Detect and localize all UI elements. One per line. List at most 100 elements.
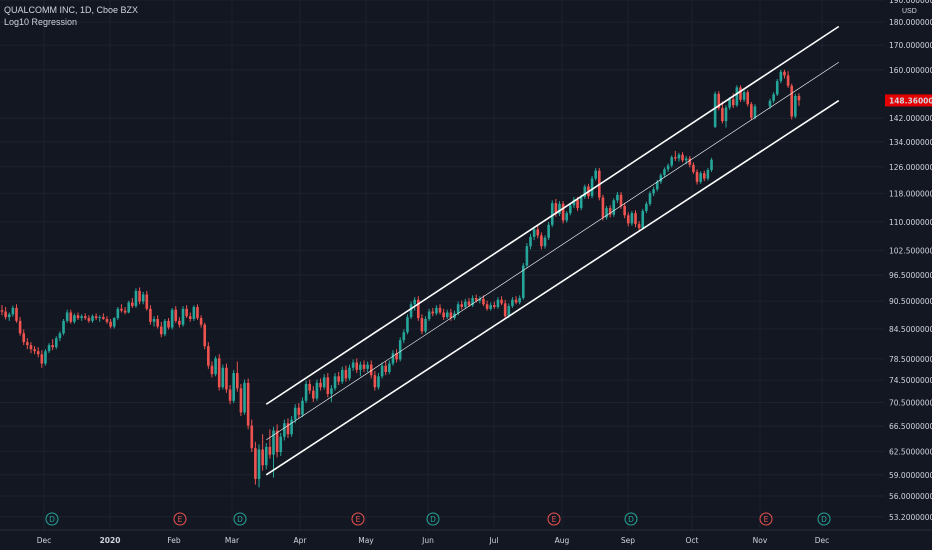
candle-body [558,203,561,214]
candle [152,316,156,327]
candle [489,302,492,311]
candle [590,175,594,199]
candle [308,379,311,394]
candle [297,403,301,419]
candle [359,361,362,377]
candle-body [797,95,801,101]
candle-body [655,181,659,190]
candle [532,226,536,241]
candle-body [207,346,210,366]
candle [337,372,340,386]
candle-body [474,297,478,301]
candle-body [76,315,80,319]
candle [170,307,174,330]
event-circle [817,512,831,526]
candle [239,383,243,416]
candle-body [112,318,116,327]
candle [724,105,728,128]
candle-body [163,320,167,335]
candle-body [561,203,565,221]
candle [105,316,109,324]
symbol-title[interactable]: QUALCOMM INC, 1D, Cboe BZX [4,5,139,15]
candle [55,336,58,350]
indicator-name[interactable]: Log10 Regression [4,17,78,27]
candle-body [735,87,739,106]
candle-body [645,203,648,211]
candle-body [145,294,149,309]
candle-body [210,365,214,375]
candle-body [152,318,156,322]
candle [612,198,616,217]
candle [424,316,427,334]
price-tick-label: 78.50000000 [889,355,932,364]
candle-body [576,199,579,209]
candle [536,224,540,239]
candle-body [26,342,29,346]
candle [94,313,98,320]
candle [69,309,73,324]
candle [127,300,130,314]
candle [362,360,366,373]
candle [326,373,330,398]
candle-body [731,99,735,106]
event-circle [173,512,187,526]
candle-body [87,318,91,321]
price-tick-label: 180.00000000 [889,18,932,27]
candle-body [134,290,138,307]
candle [120,304,123,313]
candle [366,361,369,373]
candle-body [167,320,170,328]
candle-body [612,200,616,215]
candle-body [149,308,152,322]
candle-body [221,367,225,388]
candle [26,338,29,350]
candle-body [337,376,340,382]
candle [29,342,33,354]
candle-body [261,449,264,466]
time-tick-label: Apr [294,536,308,545]
candle [40,350,44,368]
candle-body [724,107,728,122]
event-label: D [49,515,55,524]
candle [706,168,710,181]
candle-body [630,213,634,224]
chart-legend: QUALCOMM INC, 1D, Cboe BZX Log10 Regress… [4,4,138,28]
candle [181,306,185,327]
candle [674,150,677,161]
candle [167,318,170,330]
candle-body [438,307,442,313]
candle-body [290,419,293,435]
candle [529,233,532,250]
candle-body [369,364,373,376]
candle-body [460,304,464,307]
candle-body [482,298,485,305]
candle-body [388,363,391,373]
candle [304,380,308,404]
candle-body [319,382,322,388]
candle-body [605,208,608,218]
candle-body [275,430,279,453]
candle-body [127,302,130,313]
candle [145,290,149,311]
candle [500,296,503,306]
candle-body [65,312,69,321]
candle-body [98,317,102,319]
candle-body [417,299,420,319]
regression-upper-line [265,25,840,405]
candle [51,339,54,351]
earnings-marker: E [173,512,187,526]
candle-body [431,311,435,314]
time-tick-label: Dec [815,536,830,545]
candle-body [670,157,673,166]
candle-body [0,310,4,312]
candle [460,300,464,310]
candle-body [518,297,521,303]
candle-body [351,362,355,368]
price-tick-label: 96.50000000 [889,271,932,280]
candle [413,297,416,311]
price-tick-label: 134.00000000 [889,138,932,147]
candle-body [398,340,402,360]
candle-body [772,94,775,101]
candle [315,379,319,401]
